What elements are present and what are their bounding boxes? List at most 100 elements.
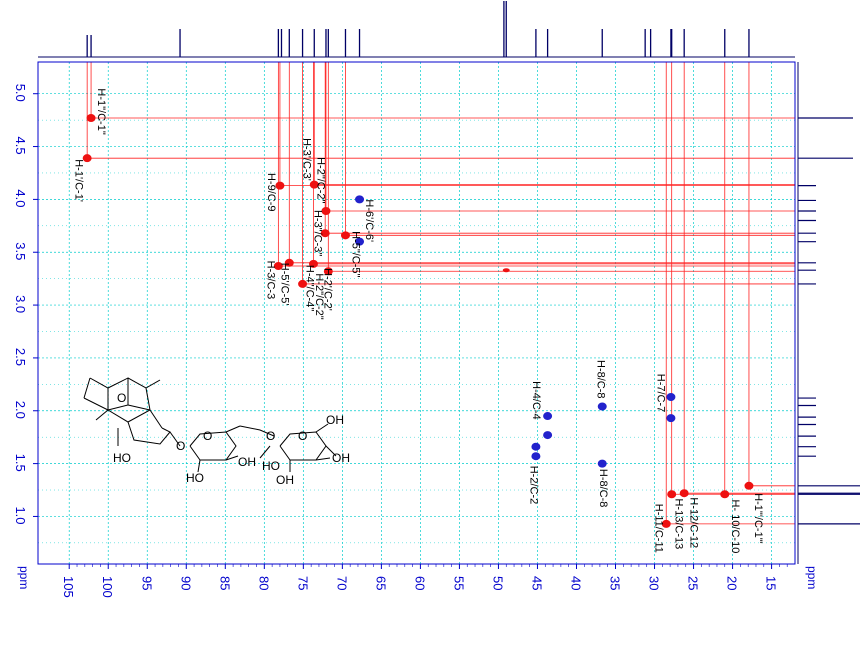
x-tick-label: 45 xyxy=(529,576,544,590)
structure-label-ho: HO xyxy=(262,459,280,473)
cross-peak-label: H-8/C-8 xyxy=(595,360,607,399)
cross-peak-label: H-13/C-13 xyxy=(673,498,685,549)
cross-peak-label: H-4"/C-4" xyxy=(303,265,315,311)
x-tick-label: 40 xyxy=(568,576,583,590)
cross-peak-label: H-2"/C-2" xyxy=(314,157,326,203)
cross-peak xyxy=(355,237,365,246)
peak-labels: H-1"/C-1"H-1'/C-1' H-9/C-9H-3'/C-3' H-2"/C… xyxy=(72,88,764,553)
cross-peaks xyxy=(82,114,754,528)
plot-border xyxy=(37,61,796,565)
cross-peak xyxy=(720,490,730,499)
structure-label-o: O xyxy=(176,439,185,453)
x-axis-unit: ppm xyxy=(17,566,31,589)
cross-peak xyxy=(531,442,541,451)
structure-label-oh: OH xyxy=(238,455,256,469)
x-tick-label: 30 xyxy=(647,576,662,590)
cross-peak-label: H-8/C-8 xyxy=(597,469,609,508)
cross-peak xyxy=(666,414,676,423)
cross-peak xyxy=(284,258,294,267)
cross-peak xyxy=(543,431,553,440)
x-tick-label: 25 xyxy=(686,576,701,590)
x-tick-label: 65 xyxy=(373,576,388,590)
x-tick-label: 105 xyxy=(61,576,76,598)
x-tick-label: 50 xyxy=(490,576,505,590)
axis-ticks: 105 100 95 90 85 80 75 70 65 60 55 50 45 40 35 30 25 20 15… xyxy=(13,84,788,598)
structure-labels: HO O O O O O OH HO HO OH OH OH xyxy=(113,391,350,487)
cross-peak xyxy=(82,154,92,163)
y-tick-label: 1.5 xyxy=(13,454,28,472)
y-tick-label: 1.0 xyxy=(13,506,28,524)
y-axis-unit: ppm xyxy=(805,566,819,589)
structure-label-o: O xyxy=(266,429,275,443)
chemical-structure xyxy=(83,377,337,473)
y-tick-label: 2.5 xyxy=(13,348,28,366)
cross-peak-label: H-5'/C-5' xyxy=(278,263,290,306)
plot-grid xyxy=(38,62,795,564)
structure-label-oh: OH xyxy=(332,451,350,465)
structure-label-ho: HO xyxy=(113,451,131,465)
structure-label-o: O xyxy=(203,429,212,443)
cross-peak xyxy=(298,279,308,288)
cross-peak xyxy=(597,459,607,468)
cross-peak-label: H-3'/C-3' xyxy=(300,138,312,181)
correlation-lines xyxy=(86,62,795,525)
cross-peak xyxy=(321,207,331,216)
cross-peak-label: H-12/C-12 xyxy=(687,497,699,548)
x-tick-label: 60 xyxy=(412,576,427,590)
x-tick-label: 35 xyxy=(608,576,623,590)
cross-peak xyxy=(744,481,754,490)
y-tick-label: 3.5 xyxy=(13,242,28,260)
cross-peak xyxy=(320,229,330,238)
cross-peak xyxy=(308,259,318,268)
cross-peak-label: H-3/C-3 xyxy=(264,261,276,300)
x-tick-label: 20 xyxy=(725,576,740,590)
cross-peak-label: H-6'/C-6' xyxy=(363,199,375,242)
y-tick-label: 3.0 xyxy=(13,295,28,313)
x-tick-label: 80 xyxy=(256,576,271,590)
structure-label-oh: OH xyxy=(326,413,344,427)
cross-peak xyxy=(661,519,671,528)
cross-peak xyxy=(502,268,510,273)
plot-frame xyxy=(37,61,796,565)
cross-peak-label: H-1'/C-1' xyxy=(72,159,84,202)
y-tick-label: 4.0 xyxy=(13,189,28,207)
cross-peak-label: H-9/C-9 xyxy=(265,173,277,212)
x-tick-label: 95 xyxy=(139,576,154,590)
cross-peak xyxy=(666,393,676,402)
y-tick-label: 2.0 xyxy=(13,401,28,419)
cross-peak xyxy=(355,195,365,204)
proton-projection-spectrum xyxy=(797,62,860,564)
structure-label-oh: OH xyxy=(276,473,294,487)
y-tick-label: 5.0 xyxy=(13,84,28,102)
cross-peak xyxy=(543,412,553,421)
cross-peak-label: H-4/C-4 xyxy=(530,381,542,420)
x-tick-label: 100 xyxy=(100,576,115,598)
cross-peak xyxy=(667,490,677,499)
x-tick-label: 85 xyxy=(217,576,232,590)
structure-label-ho: HO xyxy=(186,471,204,485)
cross-peak-label: H-2"/C-2" xyxy=(313,273,325,319)
cross-peak-label: H-7/C-7 xyxy=(655,374,667,413)
cross-peak xyxy=(597,402,607,411)
cross-peak-label: H-1"/C-1" xyxy=(95,88,107,134)
carbon-projection-spectrum xyxy=(38,1,795,58)
x-tick-label: 55 xyxy=(451,576,466,590)
cross-peak xyxy=(340,231,350,240)
cross-peak xyxy=(309,180,319,189)
cross-peak xyxy=(531,452,541,461)
cross-peak-label: H-5"/C-5" xyxy=(350,231,362,277)
cross-peak-label: H- 10/C-10 xyxy=(729,500,741,554)
y-tick-label: 4.5 xyxy=(13,137,28,155)
x-tick-label: 70 xyxy=(334,576,349,590)
cross-peak-label: H-3"/C-3" xyxy=(311,210,323,256)
cross-peak-label: H-2'/C-2' xyxy=(321,268,333,311)
x-tick-label: 15 xyxy=(764,576,779,590)
cross-peak xyxy=(275,181,285,190)
x-tick-label: 90 xyxy=(178,576,193,590)
structure-label-o: O xyxy=(298,429,307,443)
cross-peak-label: H-1"'/C-1"' xyxy=(752,493,764,544)
cross-peak-label: H-11/C-11 xyxy=(652,504,664,553)
structure-label-o: O xyxy=(117,391,126,405)
cross-peak xyxy=(679,489,689,498)
